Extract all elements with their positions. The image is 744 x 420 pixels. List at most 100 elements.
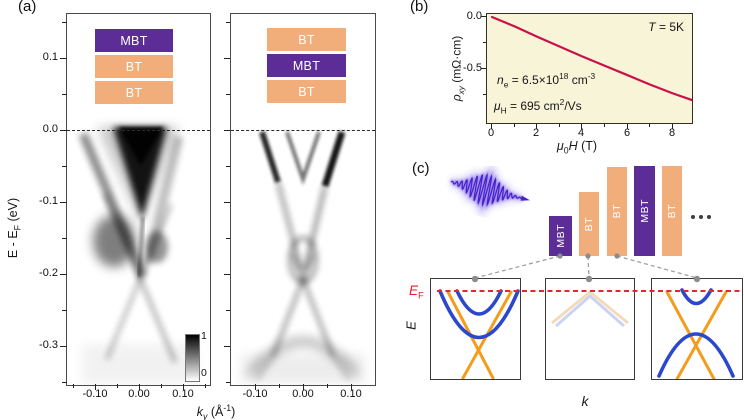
tick-mark	[226, 310, 230, 312]
fermi-level-dashed-line	[231, 130, 375, 131]
tick-mark	[483, 94, 486, 96]
tick-mark	[481, 16, 486, 18]
carrier-density-annotation: ne = 6.5×1018 cm-3	[497, 71, 596, 90]
tick-mark	[604, 123, 606, 127]
stack-bar-mbt: MBT	[634, 166, 655, 256]
tick-mark	[627, 123, 629, 129]
laser-wave	[450, 172, 524, 208]
y-tick-label: -0.3	[39, 339, 58, 351]
tick-mark	[483, 42, 486, 44]
tick-mark	[60, 58, 67, 60]
x-tick-label: 0.00	[292, 388, 314, 400]
hall-plot	[486, 13, 693, 124]
colorbar	[185, 334, 200, 382]
tick-mark	[226, 22, 230, 24]
tick-mark	[581, 123, 583, 129]
arpes-x-axis-label: ky (Å-1)	[196, 403, 236, 420]
tick-mark	[649, 123, 651, 127]
tick-mark	[73, 384, 75, 388]
laser-pulse-icon	[448, 166, 530, 221]
tick-mark	[224, 346, 230, 348]
hall-x-axis-label: μ0H (T)	[556, 139, 598, 156]
energy-axis-label: E	[403, 321, 419, 330]
stack-layer-mbt: MBT	[267, 54, 346, 77]
band-diagram-middle-svg	[551, 290, 629, 328]
tick-mark	[351, 384, 353, 390]
tick-mark	[491, 123, 493, 129]
tick-mark	[224, 130, 230, 132]
x-tick-label: -0.10	[82, 388, 108, 400]
tick-mark	[62, 166, 67, 168]
tick-mark	[514, 123, 516, 127]
fermi-energy-label: EF	[409, 283, 424, 302]
tick-mark	[303, 384, 305, 390]
band-diagram-right-svg	[657, 288, 735, 379]
tick-mark	[139, 384, 141, 390]
x-tick-label: 6	[623, 127, 631, 139]
connector-dashed-line	[474, 255, 561, 279]
colorbar-min-label: 0	[201, 367, 207, 379]
stack-bar-mbt: MBT	[549, 216, 572, 256]
panel-a-label: (a)	[18, 0, 37, 15]
y-tick-label: -0.2	[39, 267, 58, 279]
arpes-plot-right: BT MBT BT	[230, 13, 376, 386]
ellipsis-icon	[707, 215, 711, 219]
x-tick-label: 4	[577, 127, 585, 139]
y-tick-label: 0.0	[42, 123, 58, 135]
tick-mark	[224, 202, 230, 204]
tick-mark	[60, 274, 67, 276]
tick-mark	[226, 166, 230, 168]
tick-mark	[327, 384, 329, 388]
tick-mark	[62, 382, 67, 384]
band-diagram-mbt-terminated	[430, 278, 521, 380]
mobility-annotation: μH = 695 cm2/Vs	[494, 97, 582, 116]
y-tick-label: 0.1	[42, 51, 58, 63]
stack-bar-bt: BT	[662, 166, 682, 256]
tick-mark	[205, 384, 207, 388]
arpes-right-heatmap	[241, 130, 365, 384]
x-tick-label: 8	[668, 127, 676, 139]
stack-bar-bt: BT	[607, 167, 627, 256]
tick-mark	[226, 94, 230, 96]
x-tick-label: 0.10	[340, 388, 362, 400]
tick-mark	[226, 238, 230, 240]
panel-c-label: (c)	[412, 160, 430, 177]
stack-layer-bt: BT	[95, 55, 173, 78]
tick-mark	[224, 58, 230, 60]
x-tick-label: -0.10	[242, 388, 268, 400]
band-diagram-bt-terminated	[651, 278, 743, 380]
tick-mark	[255, 384, 257, 390]
tick-mark	[224, 274, 230, 276]
tick-mark	[536, 123, 538, 129]
tick-mark	[161, 384, 163, 388]
stack-layer-bt: BT	[267, 80, 346, 103]
tick-mark	[183, 384, 185, 390]
y-tick-label: -0.1	[39, 195, 58, 207]
tick-mark	[559, 123, 561, 127]
x-tick-label: 0.00	[128, 388, 150, 400]
tick-mark	[481, 68, 486, 70]
temperature-annotation: T = 5K	[648, 20, 684, 34]
band-diagram-left-svg	[438, 289, 520, 379]
stack-layer-mbt: MBT	[95, 29, 173, 52]
connector-dashed-line	[616, 255, 698, 279]
stack-layer-bt: BT	[95, 81, 173, 104]
tick-mark	[279, 384, 281, 388]
colorbar-max-label: 1	[201, 330, 207, 342]
y-tick-label: 0.0	[466, 10, 482, 22]
tick-mark	[672, 123, 674, 129]
arpes-plot-left: MBT BT BT 1 0	[66, 13, 211, 386]
hall-curve-svg	[490, 15, 692, 102]
tick-mark	[95, 384, 97, 390]
x-tick-label: 2	[532, 127, 540, 139]
ellipsis-icon	[699, 215, 703, 219]
fermi-level-dashed-line	[67, 130, 210, 131]
tick-mark	[62, 310, 67, 312]
ellipsis-icon	[691, 215, 695, 219]
tick-mark	[62, 238, 67, 240]
tick-mark	[60, 202, 67, 204]
tick-mark	[226, 382, 230, 384]
laser-arrowhead	[520, 195, 530, 201]
arpes-left-heatmap	[78, 127, 197, 384]
